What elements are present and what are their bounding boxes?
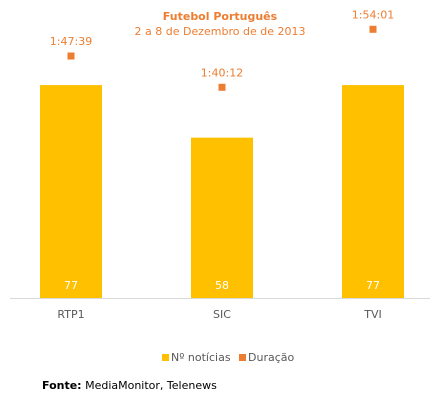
legend: Nº notícias Duração (162, 351, 294, 364)
legend-swatch-duration (239, 354, 246, 361)
chart-subtitle: 2 a 8 de Dezembro de de 2013 (135, 25, 306, 38)
chart-title: Futebol Português (163, 10, 278, 23)
source-text: MediaMonitor, Telenews (81, 379, 217, 392)
duration-marker-tvi (369, 25, 377, 33)
legend-label-duration: Duração (248, 351, 294, 364)
bar-value-label: 77 (64, 279, 78, 292)
source-label: Fonte: (42, 379, 82, 392)
duration-marker-rtp1 (67, 52, 75, 60)
duration-value-label: 1:47:39 (50, 35, 92, 48)
bar-tvi (342, 85, 404, 298)
plot-area: 77 1:47:39 RTP1 58 1:40:12 SIC 77 1:54:01 TVI (10, 8, 430, 321)
duration-value-label: 1:40:12 (201, 66, 243, 79)
duration-value-label: 1:54:01 (352, 8, 394, 21)
bar-value-label: 77 (366, 279, 380, 292)
source-note: Fonte: MediaMonitor, Telenews (42, 379, 217, 392)
legend-swatch-bars (162, 354, 169, 361)
bar-sic (191, 137, 253, 298)
duration-marker-sic (218, 83, 226, 91)
legend-label-bars: Nº notícias (171, 351, 231, 364)
bar-value-label: 58 (215, 279, 229, 292)
x-tick-label: SIC (213, 308, 231, 321)
x-tick-label: TVI (363, 308, 382, 321)
x-tick-label: RTP1 (57, 308, 84, 321)
bar-rtp1 (40, 85, 102, 298)
